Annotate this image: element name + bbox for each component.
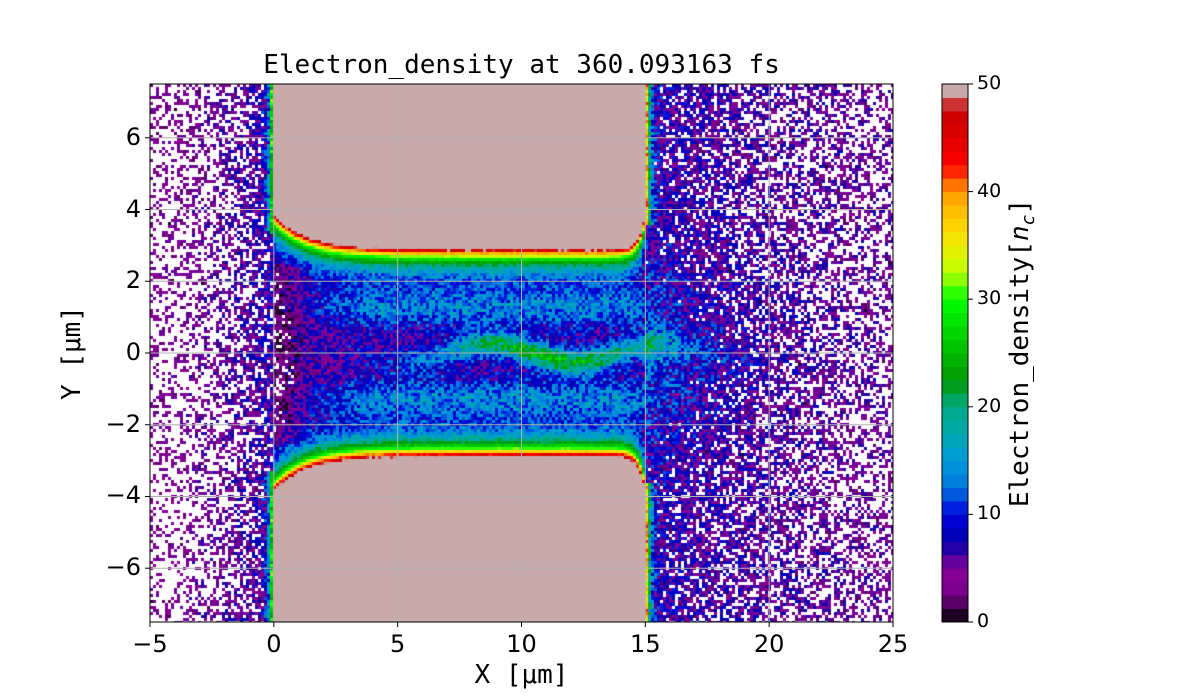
colorbar-label-symbol: n	[1004, 225, 1035, 242]
colorbar-level	[942, 97, 968, 112]
colorbar-level	[942, 164, 968, 179]
colorbar-level	[942, 393, 968, 408]
x-tick-label: 5	[390, 630, 406, 658]
x-tick-label: 15	[630, 630, 661, 658]
colorbar-level	[942, 568, 968, 583]
x-axis-label: X [μm]	[474, 660, 569, 690]
colorbar-tick-label: 30	[977, 287, 1002, 310]
colorbar-label-subscript: c	[1018, 214, 1040, 226]
y-tick-label: −2	[105, 409, 141, 438]
colorbar-tick-label: 20	[977, 394, 1002, 417]
colorbar-level	[942, 460, 968, 475]
colorbar-level	[942, 285, 968, 300]
colorbar-level	[942, 272, 968, 287]
y-tick-label: 6	[125, 122, 141, 151]
colorbar-level	[942, 527, 968, 542]
colorbar-tick-label: 10	[977, 502, 1002, 525]
y-tick-label: −4	[105, 481, 141, 510]
colorbar-level	[942, 406, 968, 421]
colorbar-level	[942, 178, 968, 193]
colorbar-frame	[941, 83, 969, 623]
colorbar-level	[942, 258, 968, 273]
y-axis-label: Y [μm]	[57, 306, 87, 400]
colorbar-level	[942, 353, 968, 367]
colorbar-level	[942, 110, 968, 125]
colorbar-tick-label: 40	[977, 179, 1002, 202]
colorbar-level	[942, 245, 968, 260]
x-tick-label: 25	[877, 630, 909, 658]
x-tick-label: 10	[506, 630, 537, 658]
chart-title: Electron_density at 360.093163 fs	[263, 50, 780, 80]
colorbar-level	[942, 84, 968, 98]
colorbar-level	[942, 514, 968, 529]
colorbar-level	[942, 541, 968, 556]
colorbar-tick-label: 0	[977, 610, 990, 632]
colorbar-level	[942, 339, 968, 354]
colorbar-level	[942, 500, 968, 515]
x-tick-label: 20	[753, 630, 785, 658]
colorbar-tick-label: 50	[977, 72, 1002, 94]
y-tick-label: −6	[105, 553, 141, 582]
colorbar-level	[942, 433, 968, 448]
colorbar-level	[942, 218, 968, 233]
colorbar-level	[942, 366, 968, 381]
colorbar-label-end: ]	[1004, 198, 1035, 215]
y-tick-label: 0	[125, 338, 141, 366]
y-tick-label: 4	[125, 194, 141, 223]
x-tick-label: 0	[266, 630, 282, 658]
colorbar-level	[942, 447, 968, 462]
colorbar-level	[942, 205, 968, 219]
y-tick-label: 2	[125, 266, 141, 295]
colorbar-level	[942, 137, 968, 152]
colorbar-level	[942, 326, 968, 341]
colorbar-label: Electron_density[nc]	[1005, 199, 1039, 507]
colorbar-level	[942, 581, 968, 596]
x-tick-label: −5	[132, 630, 168, 658]
plot-frame	[149, 83, 894, 623]
colorbar-level	[942, 487, 968, 502]
colorbar-level	[942, 151, 968, 166]
colorbar-level	[942, 124, 968, 139]
colorbar-level	[942, 191, 968, 206]
colorbar-level	[942, 312, 968, 327]
colorbar-level	[942, 420, 968, 435]
colorbar-level	[942, 299, 968, 314]
colorbar-label-text: Electron_density[	[1004, 241, 1035, 508]
colorbar-level	[942, 554, 968, 569]
colorbar-level	[942, 231, 968, 246]
colorbar-level	[942, 474, 968, 488]
colorbar-level	[942, 608, 968, 623]
colorbar-level	[942, 379, 968, 394]
colorbar-level	[942, 595, 968, 610]
